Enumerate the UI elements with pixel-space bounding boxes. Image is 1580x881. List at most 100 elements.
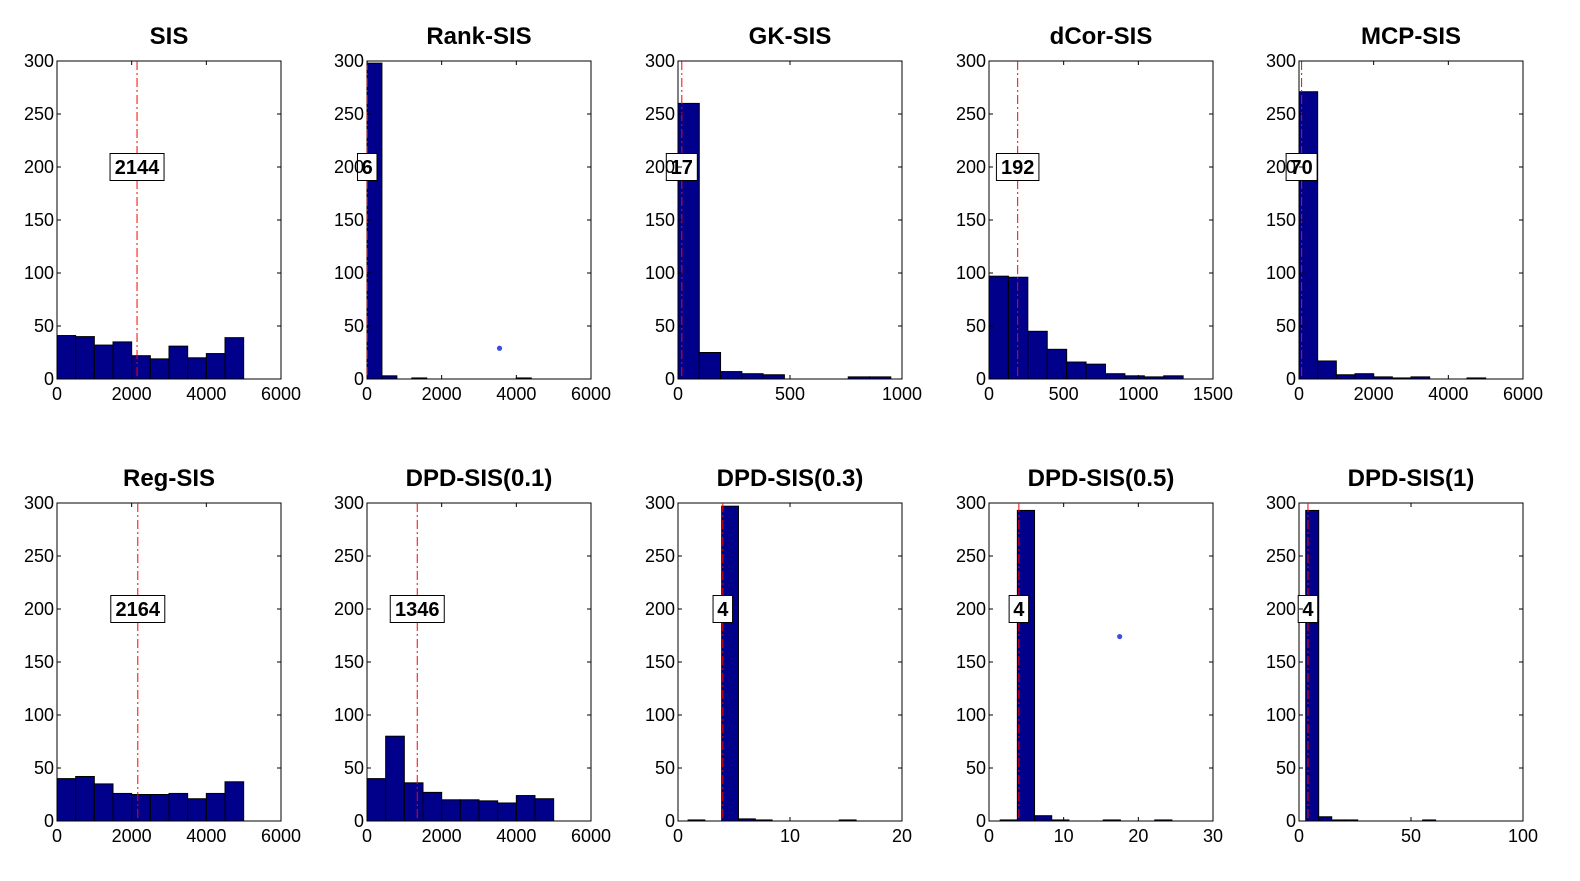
histogram-bar xyxy=(1335,374,1356,380)
histogram-bar xyxy=(721,505,739,822)
y-tick-label: 0 xyxy=(665,811,675,831)
histogram-bar xyxy=(754,819,773,822)
x-tick-label: 0 xyxy=(52,384,62,404)
y-tick-label: 50 xyxy=(966,316,986,336)
y-tick-label: 250 xyxy=(334,104,364,124)
histogram-bar xyxy=(1066,361,1087,380)
y-tick-label: 0 xyxy=(44,811,54,831)
histogram-bar xyxy=(187,357,207,380)
histogram-bar xyxy=(459,799,480,822)
histogram-panel: Reg-SIS 2164 0 50 100 150 200 250 300 0 2000 4000 60… xyxy=(24,465,301,846)
median-label-box xyxy=(109,153,165,181)
y-tick-label: 100 xyxy=(1266,705,1296,725)
panel-title: DPD-SIS(1) xyxy=(1348,465,1475,492)
histogram-bar xyxy=(1051,819,1070,822)
median-label-box xyxy=(1008,595,1030,623)
histogram-bar xyxy=(411,377,428,380)
histogram-bar xyxy=(1318,816,1333,822)
y-tick-label: 250 xyxy=(1266,104,1296,124)
y-tick-label: 300 xyxy=(645,51,675,71)
histogram-bar xyxy=(168,792,189,822)
y-tick-label: 150 xyxy=(956,210,986,230)
median-label-text: 4 xyxy=(1302,599,1314,621)
median-label-text: 2144 xyxy=(115,157,160,179)
y-tick-label: 150 xyxy=(334,652,364,672)
histogram-bar xyxy=(403,782,424,822)
histogram-bar xyxy=(1422,819,1437,822)
histogram-bar xyxy=(698,352,722,380)
median-label-box xyxy=(712,595,734,623)
x-tick-label: 0 xyxy=(673,384,683,404)
y-tick-label: 0 xyxy=(976,811,986,831)
histogram-bar xyxy=(441,799,461,822)
median-label: 4 xyxy=(1297,595,1319,623)
median-label: 2144 xyxy=(109,153,165,181)
x-tick-label: 0 xyxy=(673,826,683,846)
x-tick-label: 10 xyxy=(1054,826,1074,846)
y-tick-label: 50 xyxy=(344,758,364,778)
histogram-bar xyxy=(1163,375,1184,380)
histogram-panel: Rank-SIS 6 0 50 100 150 200 250 300 0 2000 4000 6000 xyxy=(334,23,611,404)
histogram-bar xyxy=(1143,376,1165,380)
histogram-bar xyxy=(93,783,114,822)
y-tick-label: 250 xyxy=(645,104,675,124)
x-tick-label: 4000 xyxy=(496,826,536,846)
y-tick-label: 200 xyxy=(956,599,986,619)
panel-title: MCP-SIS xyxy=(1361,23,1461,50)
x-tick-label: 4000 xyxy=(1428,384,1468,404)
median-label-text: 4 xyxy=(1013,599,1025,621)
panel-title: DPD-SIS(0.1) xyxy=(406,465,553,492)
histogram-bar xyxy=(847,376,871,380)
histogram-bar xyxy=(515,795,536,822)
y-tick-label: 50 xyxy=(1276,316,1296,336)
y-tick-label: 250 xyxy=(24,104,54,124)
y-tick-label: 200 xyxy=(24,157,54,177)
plot-area xyxy=(56,502,282,822)
histogram-bar xyxy=(366,778,387,822)
y-tick-label: 0 xyxy=(354,369,364,389)
y-tick-label: 150 xyxy=(956,652,986,672)
histogram-bar xyxy=(497,802,517,822)
y-tick-label: 150 xyxy=(645,210,675,230)
histogram-bar xyxy=(149,358,170,380)
y-tick-label: 100 xyxy=(24,705,54,725)
histogram-panel: DPD-SIS(0.3) 4 0 50 100 150 200 250 300 0 10 20 xyxy=(645,465,912,846)
median-label: 4 xyxy=(712,595,734,623)
median-label: 4 xyxy=(1008,595,1030,623)
x-tick-label: 20 xyxy=(892,826,912,846)
x-tick-label: 2000 xyxy=(112,826,152,846)
y-tick-label: 300 xyxy=(956,493,986,513)
x-tick-label: 50 xyxy=(1401,826,1421,846)
y-tick-label: 300 xyxy=(1266,51,1296,71)
y-tick-label: 300 xyxy=(334,51,364,71)
x-tick-label: 10 xyxy=(780,826,800,846)
plot-area xyxy=(1298,502,1524,822)
y-tick-label: 100 xyxy=(334,263,364,283)
histogram-bar xyxy=(737,818,756,822)
x-tick-label: 0 xyxy=(984,826,994,846)
histogram-bar xyxy=(677,102,700,380)
histogram-bar xyxy=(1466,377,1487,380)
x-tick-label: 4000 xyxy=(186,826,226,846)
y-tick-label: 300 xyxy=(956,51,986,71)
histogram-bar xyxy=(224,337,245,380)
histogram-bar xyxy=(56,335,77,380)
histogram-bar xyxy=(75,775,95,822)
y-tick-label: 150 xyxy=(24,210,54,230)
plot-area xyxy=(56,60,282,380)
y-tick-label: 200 xyxy=(645,157,675,177)
y-tick-label: 200 xyxy=(956,157,986,177)
histogram-bar xyxy=(687,819,706,822)
y-tick-label: 200 xyxy=(1266,599,1296,619)
histogram-bar xyxy=(1154,819,1173,822)
median-label-text: 17 xyxy=(671,157,693,179)
histogram-bar xyxy=(1331,819,1346,822)
histogram-bar xyxy=(112,792,133,822)
data-point-marker xyxy=(496,345,503,351)
median-label-text: 6 xyxy=(362,157,373,179)
y-tick-label: 50 xyxy=(34,316,54,336)
x-tick-label: 4000 xyxy=(186,384,226,404)
x-tick-label: 2000 xyxy=(112,384,152,404)
histogram-bar xyxy=(1046,348,1068,380)
histogram-bar xyxy=(1410,376,1431,380)
